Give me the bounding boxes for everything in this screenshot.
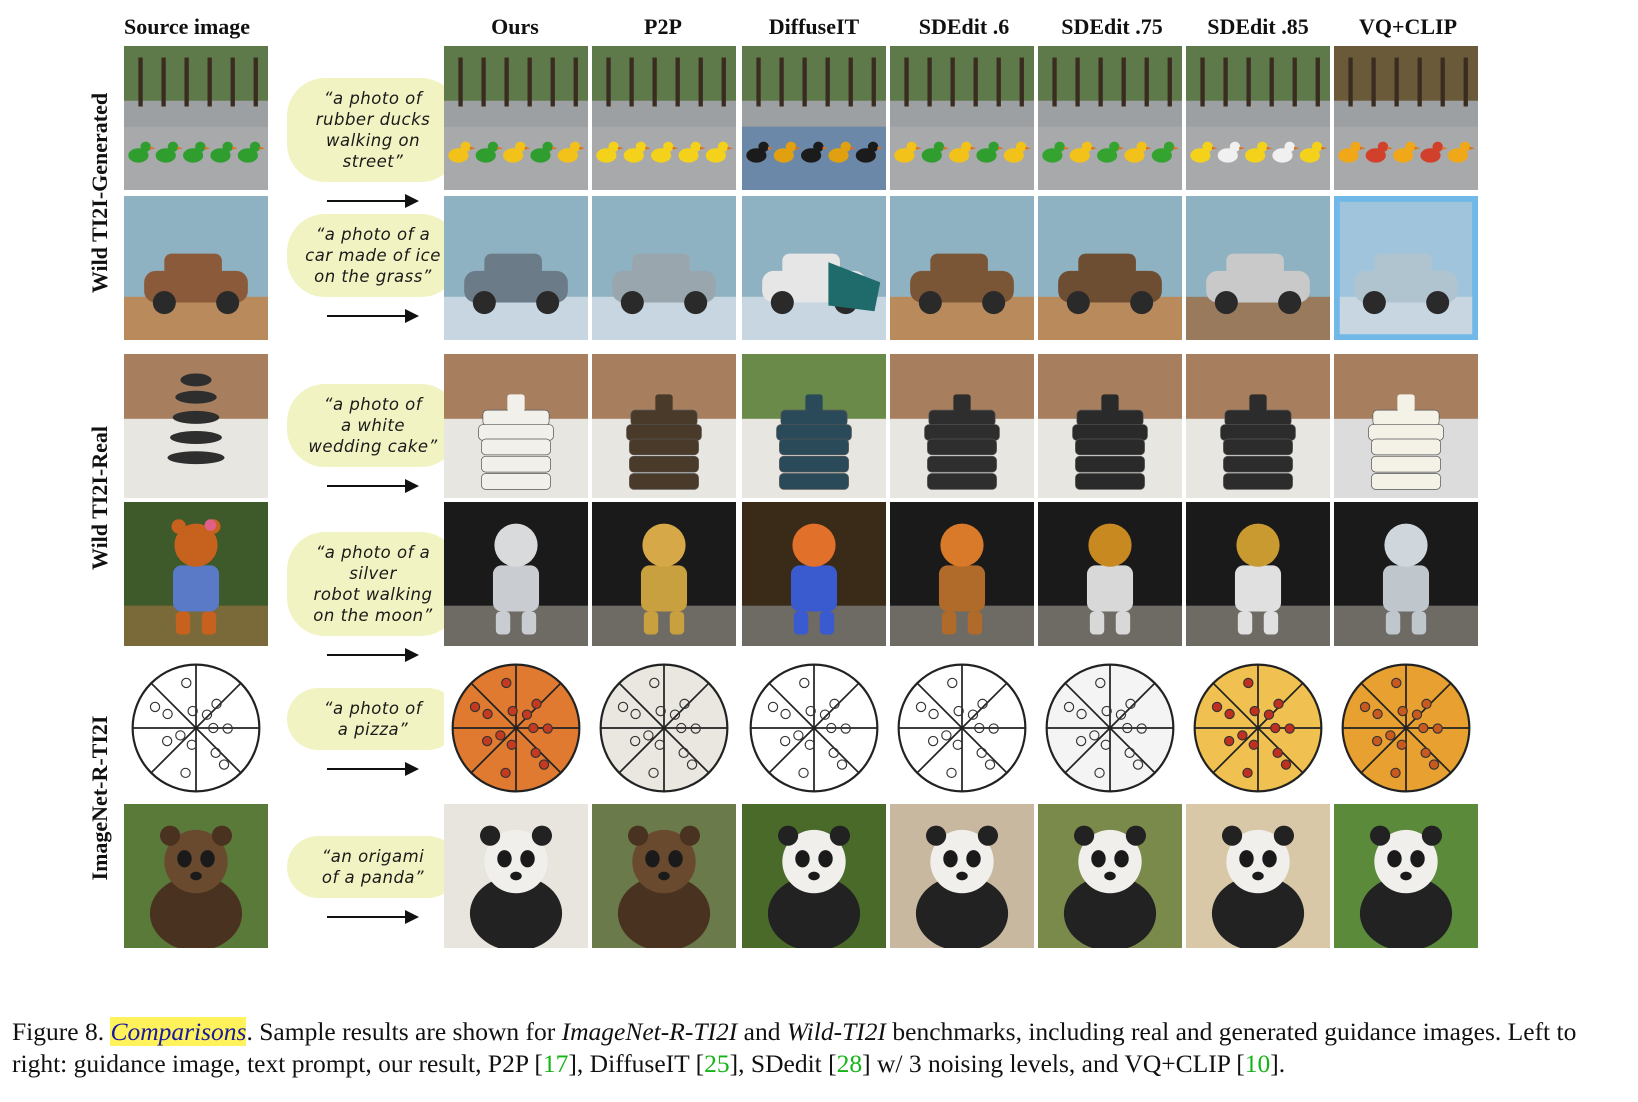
right-arrow-icon	[327, 648, 419, 662]
image-tile-panda-sdedit-085	[1186, 804, 1330, 948]
image-tile-cake-diffuseit	[742, 354, 886, 498]
image-tile-cake-vqclip	[1334, 354, 1478, 498]
header-sdedit-075: SDEdit .75	[1061, 14, 1163, 39]
image-tile-car-sdedit-06	[890, 196, 1034, 340]
image-tile-robot-sdedit-06	[890, 502, 1034, 646]
image-tile-car-sdedit-075	[1038, 196, 1182, 340]
prompt-ice-car: “a photo of a car made of ice on the grass…	[287, 214, 459, 323]
prompt-bubble: “a photo of a silver robot walking on the …	[287, 532, 459, 636]
image-tile-ducks-diffuseit	[742, 46, 886, 190]
prompt-silver-robot: “a photo of a silver robot walking on the …	[287, 532, 459, 662]
prompt-bubble: “a photo of a white wedding cake”	[287, 384, 459, 467]
right-arrow-icon	[327, 762, 419, 776]
image-tile-pizza-sdedit-075	[1038, 656, 1182, 800]
image-tile-panda-ours	[444, 804, 588, 948]
image-tile-ice-car-vqclip	[1334, 196, 1478, 340]
prompt-wedding-cake: “a photo of a white wedding cake”	[287, 384, 459, 493]
image-tile-cake-sdedit-06	[890, 354, 1034, 498]
right-arrow-icon	[327, 479, 419, 493]
image-tile-cake-sdedit-075	[1038, 354, 1182, 498]
image-tile-pizza-sdedit-06	[890, 656, 1034, 800]
image-tile-pizza-sdedit-085	[1186, 656, 1330, 800]
image-tile-ducks-sdedit-06	[890, 46, 1034, 190]
image-tile-cake-sdedit-085	[1186, 354, 1330, 498]
right-arrow-icon	[327, 910, 419, 924]
image-tile-ice-car-diffuseit	[742, 196, 886, 340]
image-tile-bear-statue-source	[124, 804, 268, 948]
prompt-bubble: “a photo of a pizza”	[287, 688, 459, 750]
image-tile-panda-sdedit-06	[890, 804, 1034, 948]
image-tile-pizza-ours	[444, 656, 588, 800]
prompt-bubble: “a photo of rubber ducks walking on street”	[287, 78, 459, 182]
right-arrow-icon	[327, 194, 419, 208]
source-image-header: Source image	[124, 14, 251, 39]
image-tile-robot-sdedit-075	[1038, 502, 1182, 646]
right-arrow-icon	[327, 309, 419, 323]
image-tile-panda-diffuseit	[742, 804, 886, 948]
image-tile-cake-p2p	[592, 354, 736, 498]
image-tile-ice-car-p2p	[592, 196, 736, 340]
image-tile-robot-p2p	[592, 502, 736, 646]
image-tile-panda-p2p	[592, 804, 736, 948]
prompt-pizza: “a photo of a pizza”	[287, 688, 459, 776]
header-ours: Ours	[491, 14, 539, 39]
citation-link[interactable]: 17	[542, 1049, 569, 1078]
image-tile-ice-car-ours	[444, 196, 588, 340]
header-vqclip: VQ+CLIP	[1358, 14, 1458, 39]
image-tile-ducks-p2p	[592, 46, 736, 190]
image-tile-sand-car-source	[124, 196, 268, 340]
image-tile-pizza-p2p	[592, 656, 736, 800]
figure-caption: Figure 8. Comparisons. Sample results ar…	[12, 1017, 1577, 1078]
header-p2p: P2P	[644, 14, 682, 39]
header-diffuseit: DiffuseIT	[768, 14, 860, 39]
image-tile-panda-sdedit-075	[1038, 804, 1182, 948]
image-tile-pizza-sketch-source	[124, 656, 268, 800]
image-tile-ducks-sdedit-075	[1038, 46, 1182, 190]
image-tile-ducks-sdedit-085	[1186, 46, 1330, 190]
image-tile-robot-ours	[444, 502, 588, 646]
image-tile-panda-vqclip	[1334, 804, 1478, 948]
citation-link[interactable]: 10	[1244, 1049, 1271, 1078]
image-tile-robot-diffuseit	[742, 502, 886, 646]
header-sdedit-085: SDEdit .85	[1207, 14, 1309, 39]
image-tile-street-ducks-source	[124, 46, 268, 190]
image-tile-pizza-vqclip	[1334, 656, 1478, 800]
header-sdedit-06: SDEdit .6	[918, 14, 1010, 39]
image-tile-cake-ours	[444, 354, 588, 498]
prompt-bubble: “a photo of a car made of ice on the grass…	[287, 214, 459, 297]
figure-number: Figure 8.	[12, 1017, 105, 1046]
citation-link[interactable]: 28	[836, 1049, 863, 1078]
image-tile-ducks-vqclip	[1334, 46, 1478, 190]
caption-highlight: Comparisons	[110, 1017, 247, 1046]
image-tile-teddy-bear-source	[124, 502, 268, 646]
citation-link[interactable]: 25	[704, 1049, 730, 1078]
prompt-rubber-ducks: “a photo of rubber ducks walking on street”	[287, 78, 459, 208]
image-tile-pizza-diffuseit	[742, 656, 886, 800]
group-label-imagenet-r: ImageNet-R-TI2I	[87, 715, 112, 881]
image-tile-robot-sdedit-085	[1186, 502, 1330, 646]
group-label-wild-real: Wild TI2I-Real	[87, 425, 112, 571]
image-tile-ducks-ours	[444, 46, 588, 190]
image-tile-stacked-stones-source	[124, 354, 268, 498]
image-tile-robot-vqclip	[1334, 502, 1478, 646]
image-tile-car-sdedit-085	[1186, 196, 1330, 340]
group-label-wild-generated: Wild TI2I-Generated	[87, 92, 112, 294]
prompt-bubble: “an origami of a panda”	[287, 836, 459, 898]
prompt-origami-panda: “an origami of a panda”	[287, 836, 459, 924]
